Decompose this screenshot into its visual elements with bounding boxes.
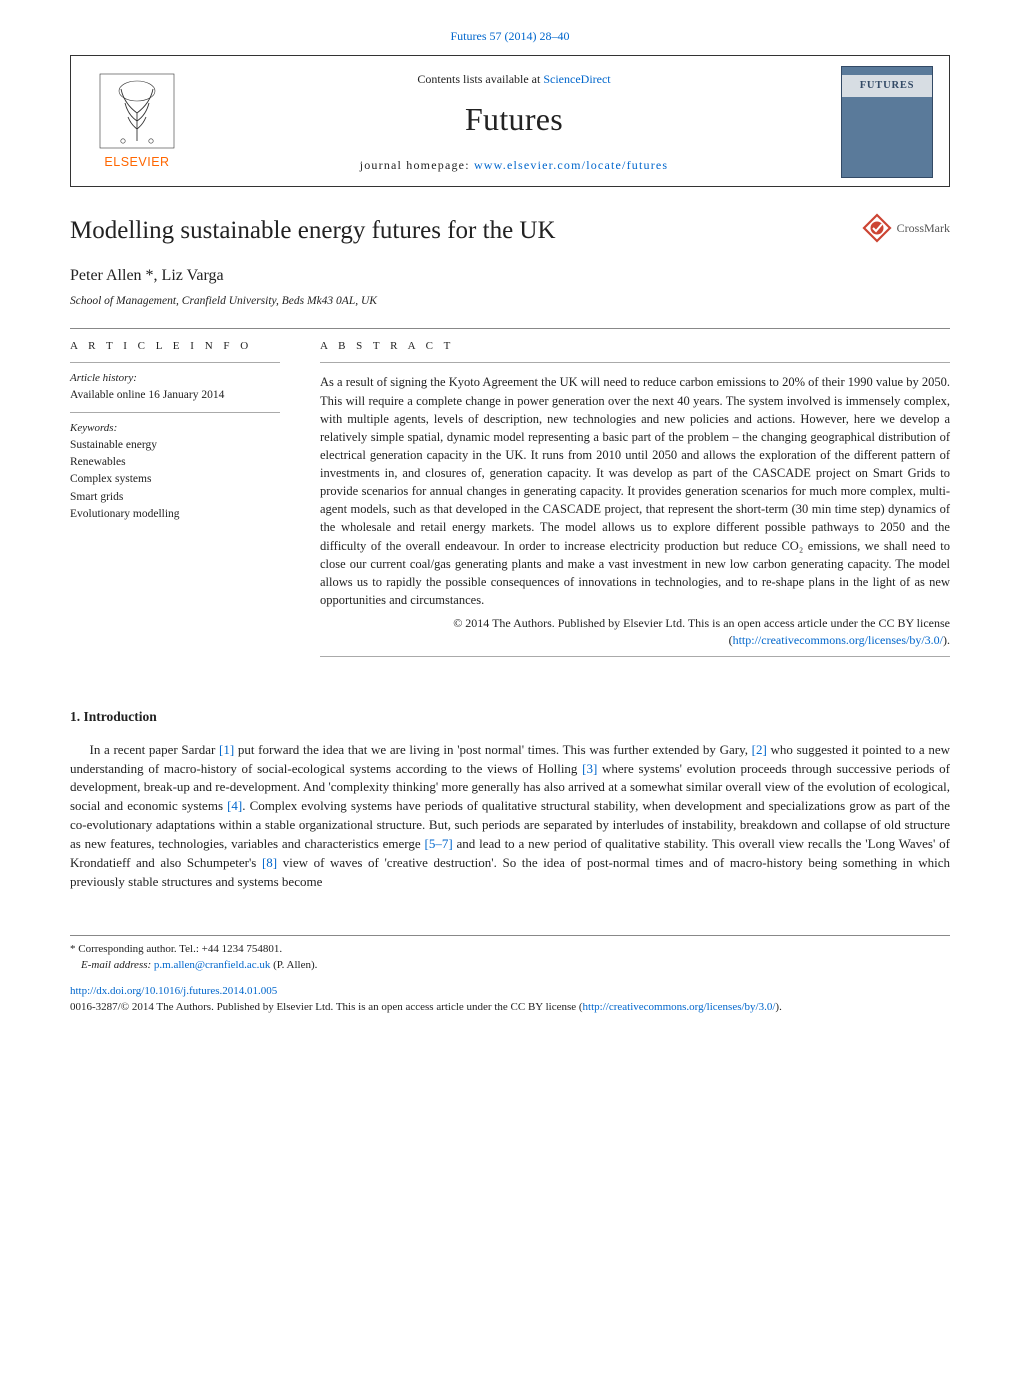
crossmark-label: CrossMark	[897, 220, 950, 237]
keyword: Sustainable energy	[70, 437, 280, 454]
sciencedirect-link[interactable]: ScienceDirect	[543, 72, 610, 86]
corresponding-author-note: * Corresponding author. Tel.: +44 1234 7…	[70, 942, 950, 958]
abstract-column: A B S T R A C T As a result of signing t…	[320, 339, 950, 668]
keywords-heading: Keywords:	[70, 421, 280, 437]
elsevier-tree-icon	[99, 73, 175, 149]
elsevier-logo-text: ELSEVIER	[87, 153, 187, 171]
journal-homepage-link[interactable]: www.elsevier.com/locate/futures	[474, 158, 668, 172]
journal-homepage-line: journal homepage: www.elsevier.com/locat…	[187, 157, 841, 174]
license-suffix: ).	[943, 633, 950, 647]
citation-ref[interactable]: [3]	[582, 761, 597, 776]
footnotes: * Corresponding author. Tel.: +44 1234 7…	[70, 935, 950, 1016]
doi-block: http://dx.doi.org/10.1016/j.futures.2014…	[70, 984, 950, 1016]
email-line: E-mail address: p.m.allen@cranfield.ac.u…	[70, 958, 950, 974]
journal-cover-thumb: FUTURES	[841, 66, 933, 178]
article-info-heading: A R T I C L E I N F O	[70, 339, 280, 355]
elsevier-logo: ELSEVIER	[87, 73, 187, 171]
journal-name: Futures	[187, 96, 841, 142]
crossmark-badge[interactable]: CrossMark	[862, 213, 950, 243]
article-title: Modelling sustainable energy futures for…	[70, 213, 556, 249]
author-email-link[interactable]: p.m.allen@cranfield.ac.uk	[154, 959, 270, 971]
authors: Peter Allen *, Liz Varga	[70, 264, 950, 287]
divider	[70, 328, 950, 329]
contents-prefix: Contents lists available at	[417, 72, 543, 86]
contents-available-line: Contents lists available at ScienceDirec…	[187, 71, 841, 88]
citation-ref[interactable]: [1]	[219, 742, 234, 757]
section-1-paragraph: In a recent paper Sardar [1] put forward…	[70, 741, 950, 892]
issn-copyright-line: 0016-3287/© 2014 The Authors. Published …	[70, 1000, 950, 1016]
citation-ref[interactable]: [4]	[227, 798, 242, 813]
copyright-suffix: ).	[775, 1001, 781, 1013]
keyword: Renewables	[70, 454, 280, 471]
email-suffix: (P. Allen).	[270, 959, 317, 971]
section-1-heading: 1. Introduction	[70, 707, 950, 727]
title-row: Modelling sustainable energy futures for…	[70, 213, 950, 261]
abstract-text: As a result of signing the Kyoto Agreeme…	[320, 373, 950, 609]
email-label: E-mail address:	[81, 959, 154, 971]
copyright-prefix: 0016-3287/© 2014 The Authors. Published …	[70, 1001, 583, 1013]
citation-ref[interactable]: [2]	[752, 742, 767, 757]
top-citation[interactable]: Futures 57 (2014) 28–40	[70, 28, 950, 45]
footer-license-link[interactable]: http://creativecommons.org/licenses/by/3…	[583, 1001, 776, 1013]
info-abstract-row: A R T I C L E I N F O Article history: A…	[70, 339, 950, 668]
affiliation: School of Management, Cranfield Universi…	[70, 293, 950, 310]
keyword: Evolutionary modelling	[70, 506, 280, 523]
crossmark-icon	[862, 213, 892, 243]
doi-link[interactable]: http://dx.doi.org/10.1016/j.futures.2014…	[70, 985, 277, 997]
journal-cover-label: FUTURES	[842, 75, 932, 96]
abstract-heading: A B S T R A C T	[320, 339, 950, 355]
abstract-license: © 2014 The Authors. Published by Elsevie…	[320, 615, 950, 650]
article-history-line: Available online 16 January 2014	[70, 387, 280, 404]
journal-header-box: ELSEVIER Contents lists available at Sci…	[70, 55, 950, 187]
citation-ref[interactable]: [8]	[262, 855, 277, 870]
keyword: Smart grids	[70, 489, 280, 506]
article-info-column: A R T I C L E I N F O Article history: A…	[70, 339, 280, 668]
keyword: Complex systems	[70, 471, 280, 488]
license-link[interactable]: http://creativecommons.org/licenses/by/3…	[733, 633, 943, 647]
article-history-heading: Article history:	[70, 371, 280, 387]
keywords-list: Sustainable energy Renewables Complex sy…	[70, 437, 280, 523]
header-center: Contents lists available at ScienceDirec…	[187, 71, 841, 174]
homepage-prefix: journal homepage:	[360, 158, 474, 172]
page-container: Futures 57 (2014) 28–40 ELSEVIER Content…	[0, 0, 1020, 1056]
citation-ref[interactable]: [5–7]	[425, 836, 453, 851]
